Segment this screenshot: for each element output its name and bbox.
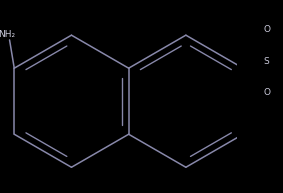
Text: NH₂: NH₂ (0, 30, 16, 39)
Text: O: O (263, 88, 270, 97)
Text: S: S (264, 57, 269, 66)
Text: O: O (263, 25, 270, 34)
